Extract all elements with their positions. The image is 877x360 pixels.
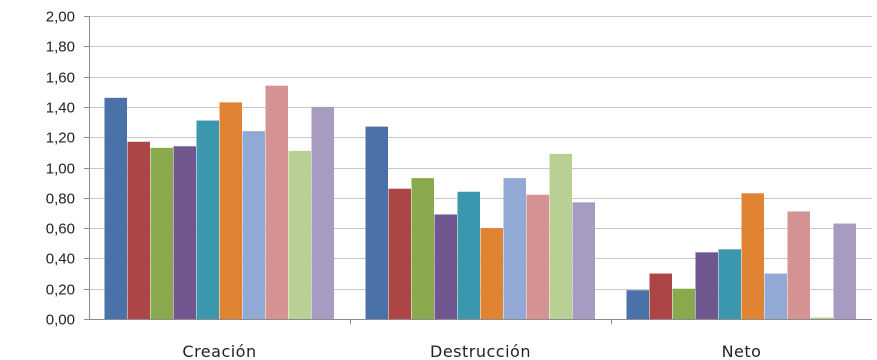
bar-2-5 <box>457 191 480 319</box>
bar-1-5 <box>196 120 219 319</box>
y-tick-label: 1,20 <box>46 130 75 147</box>
bar-1-3 <box>150 147 173 319</box>
bar-2-8 <box>526 194 549 319</box>
bar-3-5 <box>718 249 741 319</box>
bar-2-10 <box>572 202 595 319</box>
bar-1-4 <box>173 146 196 319</box>
x-category-label: Destrucción <box>430 342 531 360</box>
bar-3-6 <box>741 193 764 319</box>
bar-2-6 <box>480 228 503 319</box>
x-axis-category-labels: Creación Destrucción Neto <box>182 342 761 360</box>
bar-3-7 <box>764 273 787 319</box>
y-axis-tick-labels: 0,00 0,20 0,40 0,60 0,80 1,00 1,20 1,40 1,60 1,80… <box>46 9 75 329</box>
bar-2-3 <box>411 178 434 319</box>
bar-3-4 <box>695 252 718 319</box>
y-tick-label: 0,00 <box>46 312 75 329</box>
y-tick-label: 0,20 <box>46 282 75 299</box>
axes <box>84 16 872 324</box>
y-tick-label: 1,00 <box>46 161 75 178</box>
bar-1-6 <box>219 102 242 319</box>
bar-1-8 <box>265 85 288 319</box>
bar-3-3 <box>672 288 695 319</box>
bar-1-9 <box>288 150 311 319</box>
bar-2-4 <box>434 214 457 319</box>
bar-3-2 <box>649 273 672 319</box>
bar-3-1 <box>626 290 649 319</box>
y-tick-label: 0,60 <box>46 221 75 238</box>
y-tick-label: 1,40 <box>46 100 75 117</box>
x-category-label: Creación <box>182 342 256 360</box>
y-tick-label: 0,40 <box>46 251 75 268</box>
bars <box>104 85 856 320</box>
y-tick-label: 1,80 <box>46 39 75 56</box>
bar-2-9 <box>549 153 572 319</box>
bar-1-2 <box>127 141 150 319</box>
bar-3-8 <box>787 211 810 319</box>
y-tick-label: 0,80 <box>46 191 75 208</box>
bar-2-2 <box>388 188 411 319</box>
bar-3-9 <box>810 317 833 319</box>
bar-1-1 <box>104 97 127 319</box>
bar-1-10 <box>311 106 334 320</box>
bar-3-10 <box>833 223 856 319</box>
bar-2-1 <box>365 126 388 319</box>
x-category-label: Neto <box>722 342 762 360</box>
y-tick-label: 1,60 <box>46 70 75 87</box>
y-tick-label: 2,00 <box>46 9 75 26</box>
bar-1-7 <box>242 131 265 319</box>
bar-2-7 <box>503 178 526 319</box>
